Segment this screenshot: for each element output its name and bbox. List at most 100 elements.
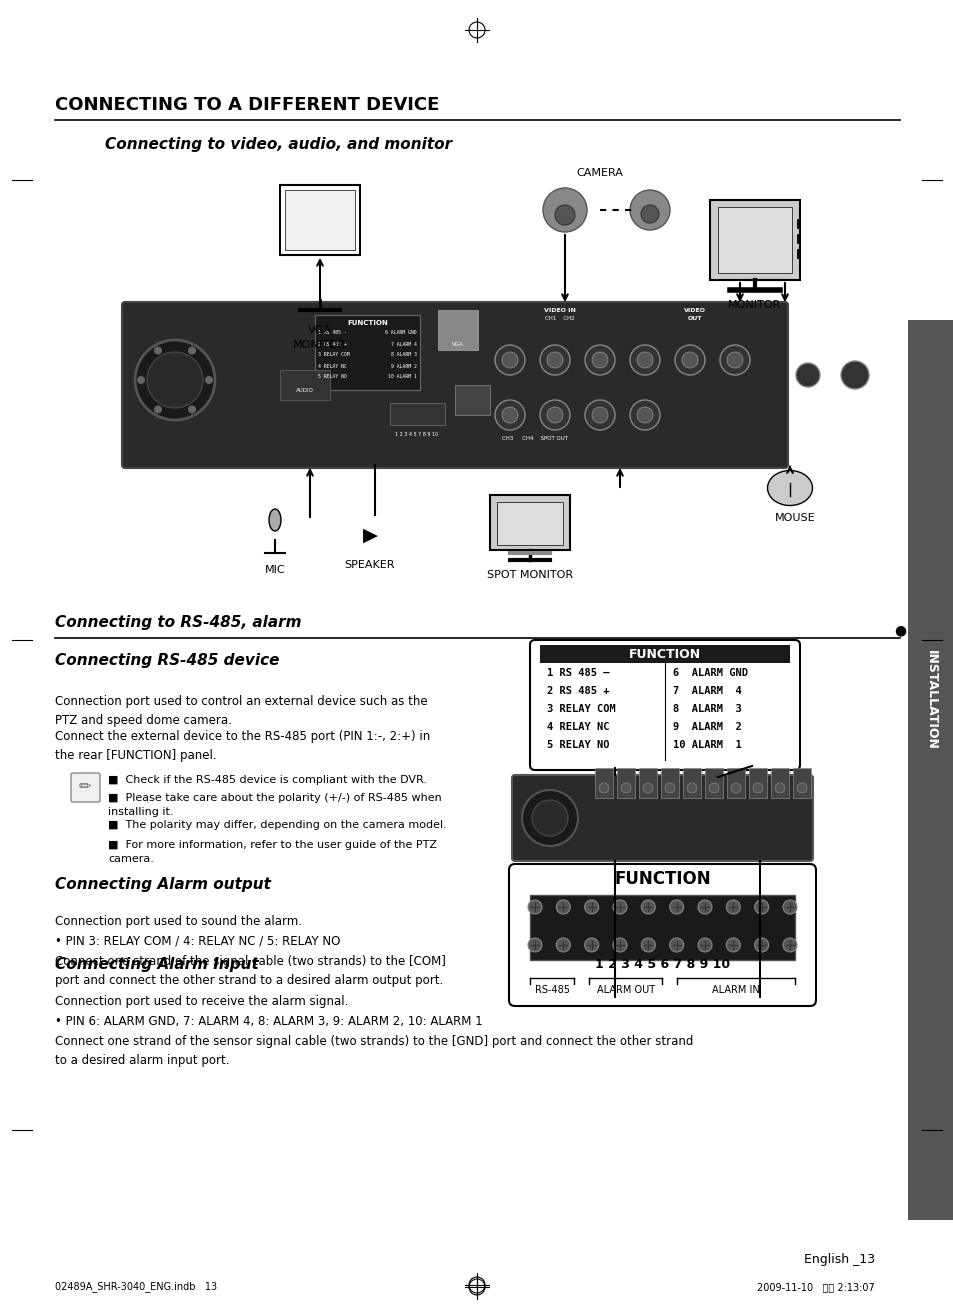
Text: Connect one strand of the sensor signal cable (two strands) to the [GND] port an: Connect one strand of the sensor signal … bbox=[55, 1034, 693, 1067]
Bar bbox=[770, 768, 788, 798]
Text: MIC: MIC bbox=[264, 565, 285, 576]
Bar bbox=[660, 768, 679, 798]
Text: 4 RELAY NC: 4 RELAY NC bbox=[317, 363, 346, 368]
Text: 6 ALARM GND: 6 ALARM GND bbox=[385, 330, 416, 336]
Text: 2 RS 485 +: 2 RS 485 + bbox=[317, 341, 346, 346]
Circle shape bbox=[539, 345, 569, 375]
Circle shape bbox=[584, 345, 615, 375]
Circle shape bbox=[501, 406, 517, 423]
Bar bbox=[530, 895, 794, 960]
Circle shape bbox=[669, 937, 683, 952]
Circle shape bbox=[542, 187, 586, 232]
Circle shape bbox=[841, 361, 868, 389]
Text: ✏: ✏ bbox=[78, 780, 91, 794]
Circle shape bbox=[620, 783, 630, 793]
Text: SPOT MONITOR: SPOT MONITOR bbox=[486, 570, 573, 579]
Circle shape bbox=[527, 937, 541, 952]
Text: 4 RELAY NC: 4 RELAY NC bbox=[546, 722, 609, 732]
Text: 2009-11-10   오후 2:13:07: 2009-11-10 오후 2:13:07 bbox=[757, 1282, 874, 1293]
Circle shape bbox=[188, 405, 195, 413]
Text: FUNCTION: FUNCTION bbox=[614, 871, 710, 888]
Text: CH1    CH2: CH1 CH2 bbox=[544, 316, 575, 321]
Ellipse shape bbox=[767, 471, 812, 506]
FancyBboxPatch shape bbox=[122, 302, 787, 468]
Circle shape bbox=[153, 405, 162, 413]
Circle shape bbox=[669, 899, 683, 914]
Text: 3 RELAY COM: 3 RELAY COM bbox=[546, 704, 615, 714]
Text: Connecting to video, audio, and monitor: Connecting to video, audio, and monitor bbox=[105, 138, 452, 152]
Circle shape bbox=[521, 791, 578, 846]
Text: 1 RS 485 -: 1 RS 485 - bbox=[317, 330, 346, 336]
Text: 1 2 3 4 5 6 7 8 9 10: 1 2 3 4 5 6 7 8 9 10 bbox=[595, 958, 729, 971]
Text: SPEAKER: SPEAKER bbox=[344, 560, 395, 570]
Circle shape bbox=[754, 899, 768, 914]
Bar bbox=[280, 185, 359, 256]
Text: 8 ALARM 3: 8 ALARM 3 bbox=[391, 353, 416, 358]
Circle shape bbox=[754, 937, 768, 952]
Text: VIDEO: VIDEO bbox=[683, 308, 705, 313]
FancyBboxPatch shape bbox=[509, 864, 815, 1006]
Text: ALARM OUT: ALARM OUT bbox=[596, 985, 654, 995]
Text: 10 ALARM 1: 10 ALARM 1 bbox=[388, 375, 416, 379]
Circle shape bbox=[546, 351, 562, 368]
Circle shape bbox=[584, 899, 598, 914]
Text: Connecting Alarm Input: Connecting Alarm Input bbox=[55, 957, 258, 973]
Circle shape bbox=[642, 783, 652, 793]
Text: ■  The polarity may differ, depending on the camera model.: ■ The polarity may differ, depending on … bbox=[108, 819, 446, 830]
Bar bbox=[682, 768, 700, 798]
Circle shape bbox=[613, 899, 626, 914]
Circle shape bbox=[188, 346, 195, 354]
Circle shape bbox=[592, 406, 607, 423]
Bar bbox=[617, 768, 635, 798]
Circle shape bbox=[598, 783, 608, 793]
Bar bbox=[455, 385, 490, 416]
Circle shape bbox=[698, 899, 711, 914]
Circle shape bbox=[137, 376, 145, 384]
Circle shape bbox=[629, 400, 659, 430]
Circle shape bbox=[708, 783, 719, 793]
Bar bbox=[639, 768, 657, 798]
Circle shape bbox=[640, 937, 655, 952]
Circle shape bbox=[532, 800, 567, 836]
Circle shape bbox=[664, 783, 675, 793]
Text: ▶: ▶ bbox=[362, 526, 377, 544]
Text: MONITOR: MONITOR bbox=[727, 300, 781, 309]
Circle shape bbox=[774, 783, 784, 793]
Circle shape bbox=[720, 345, 749, 375]
Bar bbox=[390, 402, 444, 425]
Text: 7  ALARM  4: 7 ALARM 4 bbox=[672, 686, 741, 696]
Text: OUT: OUT bbox=[687, 316, 701, 321]
Circle shape bbox=[782, 937, 796, 952]
Ellipse shape bbox=[269, 509, 281, 531]
Circle shape bbox=[584, 400, 615, 430]
Circle shape bbox=[629, 190, 669, 229]
Text: 3 RELAY COM: 3 RELAY COM bbox=[317, 353, 349, 358]
Bar bbox=[437, 309, 477, 350]
Text: INSTALLATION: INSTALLATION bbox=[923, 650, 937, 750]
Circle shape bbox=[495, 345, 524, 375]
Text: 2 RS 485 +: 2 RS 485 + bbox=[546, 686, 609, 696]
Bar bbox=[704, 768, 722, 798]
Circle shape bbox=[637, 351, 652, 368]
Text: MOUSE: MOUSE bbox=[774, 513, 815, 523]
Text: 02489A_SHR-3040_ENG.indb   13: 02489A_SHR-3040_ENG.indb 13 bbox=[55, 1282, 217, 1293]
Circle shape bbox=[556, 937, 570, 952]
Circle shape bbox=[546, 406, 562, 423]
Text: FUNCTION: FUNCTION bbox=[347, 320, 388, 326]
Text: RS-485: RS-485 bbox=[534, 985, 569, 995]
FancyBboxPatch shape bbox=[71, 773, 100, 802]
Circle shape bbox=[629, 345, 659, 375]
Text: VGA: VGA bbox=[308, 325, 332, 336]
Text: 8  ALARM  3: 8 ALARM 3 bbox=[672, 704, 741, 714]
Bar bbox=[280, 370, 330, 400]
Text: MOUSE: MOUSE bbox=[800, 333, 819, 338]
Bar bbox=[490, 496, 569, 551]
Text: Connect one strand of the signal cable (two strands) to the [COM]
port and conne: Connect one strand of the signal cable (… bbox=[55, 954, 445, 987]
Bar bbox=[595, 768, 613, 798]
Circle shape bbox=[730, 783, 740, 793]
Text: 10 ALARM  1: 10 ALARM 1 bbox=[672, 739, 741, 750]
Text: 7 ALARM 4: 7 ALARM 4 bbox=[391, 341, 416, 346]
Text: 9 ALARM 2: 9 ALARM 2 bbox=[391, 363, 416, 368]
Text: ■  Please take care about the polarity (+/-) of RS-485 when
installing it.: ■ Please take care about the polarity (+… bbox=[108, 793, 441, 817]
Circle shape bbox=[725, 899, 740, 914]
